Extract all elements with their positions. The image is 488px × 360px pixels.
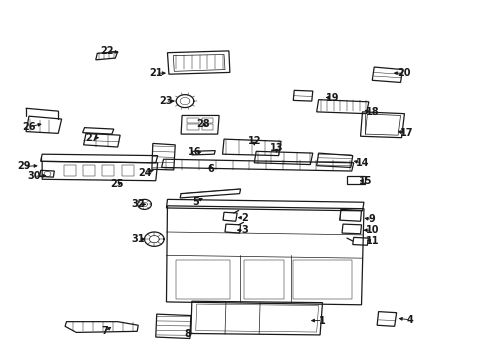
Text: 14: 14	[355, 158, 368, 168]
Text: 21: 21	[149, 68, 162, 78]
Text: 12: 12	[247, 136, 261, 145]
Text: 4: 4	[406, 315, 413, 325]
Text: 22: 22	[100, 46, 114, 56]
Text: 11: 11	[365, 236, 378, 246]
Text: 5: 5	[192, 197, 199, 207]
Text: 30: 30	[27, 171, 41, 181]
Text: 16: 16	[187, 147, 201, 157]
Text: 20: 20	[397, 68, 410, 78]
Bar	[186, 118, 198, 123]
Bar	[122, 165, 134, 176]
Text: 28: 28	[196, 120, 209, 129]
Text: 26: 26	[22, 122, 36, 132]
Text: 27: 27	[85, 133, 99, 143]
Text: 17: 17	[399, 129, 412, 138]
Text: 6: 6	[206, 164, 213, 174]
Bar	[186, 124, 198, 130]
Text: 8: 8	[183, 329, 190, 339]
Text: 32: 32	[131, 199, 144, 210]
Bar	[244, 260, 283, 299]
Bar	[82, 165, 95, 176]
Text: 7: 7	[101, 326, 108, 336]
Text: 23: 23	[159, 96, 172, 106]
Text: 29: 29	[17, 161, 31, 171]
Bar	[102, 165, 114, 176]
Text: 25: 25	[110, 179, 123, 189]
Text: 18: 18	[365, 107, 378, 117]
Text: 2: 2	[241, 213, 247, 222]
Bar	[201, 124, 213, 130]
Bar	[346, 176, 365, 184]
Text: 3: 3	[241, 225, 247, 235]
Text: 15: 15	[358, 176, 371, 186]
Text: 24: 24	[138, 168, 151, 178]
Bar	[293, 260, 351, 299]
Text: 19: 19	[325, 93, 338, 103]
Text: 13: 13	[269, 143, 283, 153]
Bar	[176, 260, 229, 299]
Text: 31: 31	[131, 234, 144, 244]
Bar	[64, 165, 76, 176]
Text: 1: 1	[319, 316, 325, 325]
Text: 10: 10	[365, 225, 378, 235]
Text: 9: 9	[368, 215, 375, 224]
Bar	[201, 118, 213, 123]
